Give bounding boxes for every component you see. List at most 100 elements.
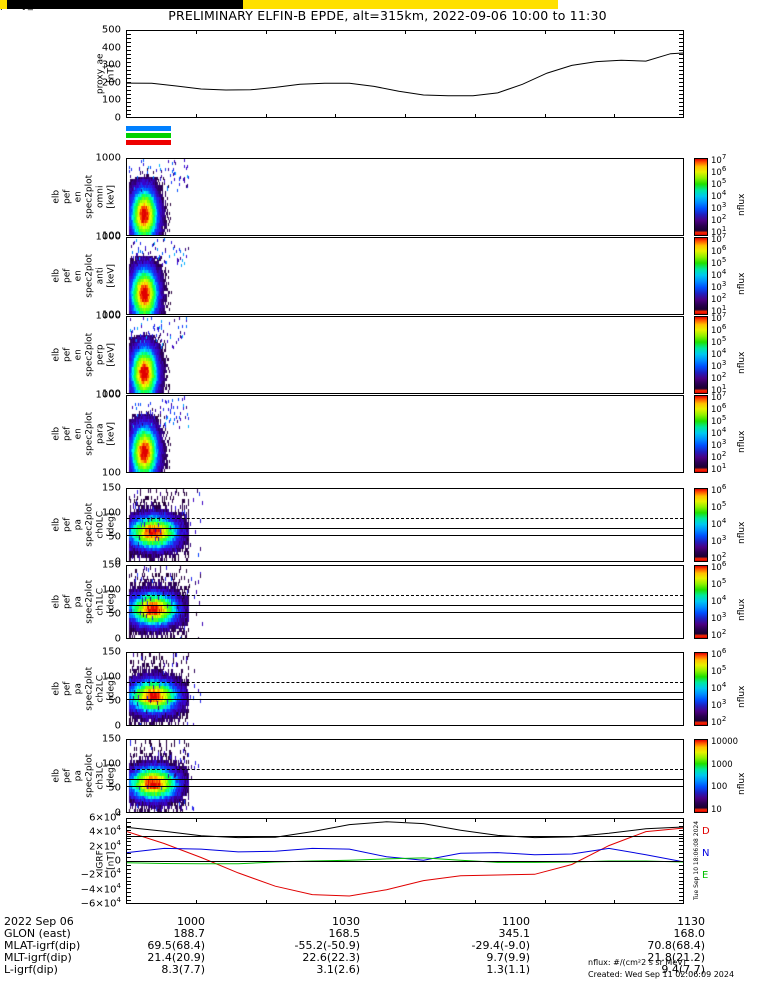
tick: [679, 110, 684, 111]
footer-value: 1000: [177, 915, 205, 928]
colorbar-tick: 104: [711, 594, 727, 607]
tick: [679, 70, 684, 71]
pa-ch2lc-ytick: 0: [114, 720, 121, 732]
colorbar-tick: 105: [711, 414, 727, 427]
footer-value: 8.3(7.7): [161, 963, 205, 976]
colorbar-tick: 10000: [711, 737, 739, 747]
en-para-ylabel-line: spec2plot: [84, 411, 95, 456]
en-omni-ytick: 100: [101, 230, 121, 242]
tick: [265, 30, 267, 34]
colorbar-tick: 102: [711, 450, 727, 463]
side-timestamp: Tue Sep 10 18:06:08 2024: [693, 820, 700, 900]
tick: [679, 892, 684, 894]
footer-row-label: 2022 Sep 06: [4, 915, 74, 928]
tick: [679, 38, 684, 39]
tick: [474, 818, 476, 822]
colorbar-label: nflux: [737, 193, 747, 216]
tick: [679, 34, 684, 35]
igrf-ytick: 6×104: [89, 810, 121, 824]
lc-solid-line-2: [127, 698, 683, 700]
colorbar-label: nflux: [737, 351, 747, 374]
colorbar-label: nflux: [737, 598, 747, 621]
colorbar-tick: 105: [711, 335, 727, 348]
tick: [614, 818, 616, 822]
colorbar-tick: 103: [711, 359, 727, 372]
footer-row-label: MLAT-igrf(dip): [4, 939, 81, 952]
pa-ch2lc-ytick: 100: [101, 671, 121, 683]
tick: [195, 900, 197, 904]
tick: [126, 78, 131, 79]
igrf-ref-line: [127, 836, 683, 838]
tick: [126, 841, 131, 843]
colorbar-tick: 107: [711, 311, 727, 324]
tick: [335, 30, 337, 34]
colorbar-tick: 105: [711, 577, 727, 590]
tick: [544, 818, 546, 822]
tick: [614, 30, 616, 34]
spectrogram-data-pa-ch3lc: [127, 740, 683, 812]
en-anti-ytick: 1000: [95, 231, 121, 243]
colorbar-tick: 106: [711, 165, 727, 178]
lc-solid-line-2: [127, 611, 683, 613]
tick: [405, 114, 406, 118]
footer-value: 3.1(2.6): [316, 963, 360, 976]
tick: [126, 114, 131, 115]
tick: [679, 58, 684, 59]
spectrogram-data-pa-ch2lc: [127, 653, 683, 725]
tick: [679, 62, 684, 63]
footer-value: 9.4(7.7): [661, 963, 705, 976]
colorbar-tick: 104: [711, 268, 727, 281]
pa-ch0lc-ytick: 50: [108, 531, 121, 543]
footer-value: 70.8(68.4): [647, 939, 705, 952]
status-bar-red: [126, 140, 171, 145]
igrf-ytick: −6×104: [80, 896, 121, 910]
igrf-ytick: 4×104: [89, 824, 121, 838]
colorbar-tick: 103: [711, 698, 727, 711]
pa-ch0lc-ytick: 0: [114, 556, 121, 568]
colorbar-label: nflux: [737, 430, 747, 453]
colorbar-pa-ch2lc: [694, 652, 708, 726]
tick: [126, 864, 131, 866]
colorbar-tick: 103: [711, 201, 727, 214]
tick: [679, 46, 684, 47]
tick: [126, 825, 131, 827]
colorbar-tick: 103: [711, 611, 727, 624]
tick: [614, 114, 616, 118]
tick: [679, 829, 684, 831]
colorbar-tick: 106: [711, 323, 727, 336]
en-perp-ytick: 100: [101, 388, 121, 400]
tick: [679, 825, 684, 827]
tick: [126, 70, 131, 71]
footer-value: 21.8(21.2): [647, 951, 705, 964]
colorbar-tick: 105: [711, 177, 727, 190]
colorbar-tick: 106: [711, 402, 727, 415]
footer-value: 188.7: [173, 927, 206, 940]
tick: [126, 82, 131, 83]
proxy-ae-trace: [127, 52, 683, 97]
en-omni-ylabel-line: pef: [62, 189, 73, 204]
en-perp-ylabel-line: perp: [95, 344, 106, 366]
tick: [265, 818, 267, 822]
en-anti-ylabel-line: [keV]: [106, 263, 117, 288]
tick: [679, 94, 684, 95]
tick: [126, 884, 131, 886]
tick: [195, 30, 197, 34]
tick: [544, 30, 546, 34]
pa-ch0lc-ytick: 150: [101, 482, 121, 494]
tick: [126, 872, 131, 874]
tick: [679, 821, 684, 823]
tick: [474, 900, 476, 904]
lc-solid-line: [127, 528, 683, 530]
en-anti-ylabel-line: pef: [62, 268, 73, 283]
colorbar-tick: 104: [711, 189, 727, 202]
tick: [126, 892, 131, 894]
colorbar-tick: 106: [711, 244, 727, 257]
tick: [544, 900, 546, 904]
tick: [679, 900, 684, 902]
igrf-ytick: 0: [114, 855, 121, 867]
tick: [679, 833, 684, 835]
pa-ch2lc-ytick: 50: [108, 695, 121, 707]
footer-value: -55.2(-50.9): [294, 939, 360, 952]
tick: [126, 876, 131, 878]
pa-ch1lc-ytick: 100: [101, 584, 121, 596]
